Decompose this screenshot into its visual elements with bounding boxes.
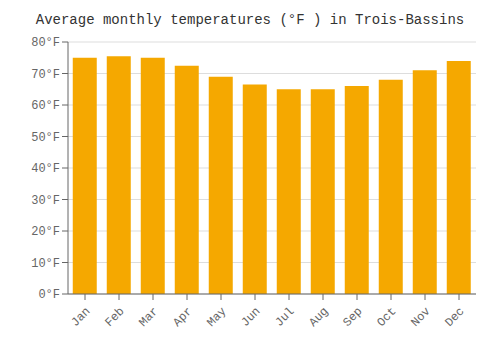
svg-text:May: May (204, 305, 229, 330)
svg-text:Jun: Jun (238, 305, 263, 330)
svg-text:70°F: 70°F (31, 68, 60, 82)
svg-text:Jan: Jan (68, 305, 93, 330)
svg-text:30°F: 30°F (31, 194, 60, 208)
svg-text:40°F: 40°F (31, 162, 60, 176)
svg-text:Dec: Dec (442, 305, 467, 330)
svg-text:Feb: Feb (102, 305, 127, 330)
svg-text:0°F: 0°F (38, 288, 60, 302)
svg-text:Jul: Jul (272, 305, 297, 330)
svg-text:Nov: Nov (408, 305, 433, 330)
svg-text:20°F: 20°F (31, 225, 60, 239)
svg-text:Apr: Apr (170, 305, 195, 330)
svg-text:10°F: 10°F (31, 257, 60, 271)
svg-text:60°F: 60°F (31, 99, 60, 113)
svg-text:Sep: Sep (340, 305, 365, 330)
svg-text:Aug: Aug (306, 305, 331, 330)
html-text:Average monthly temperatures (: Average monthly temperatures (°F ) in Tr… (35, 12, 465, 28)
svg-text:Mar: Mar (136, 305, 161, 330)
svg-text:Oct: Oct (374, 305, 399, 330)
svg-text:50°F: 50°F (31, 131, 60, 145)
svg-text:80°F: 80°F (31, 36, 60, 50)
